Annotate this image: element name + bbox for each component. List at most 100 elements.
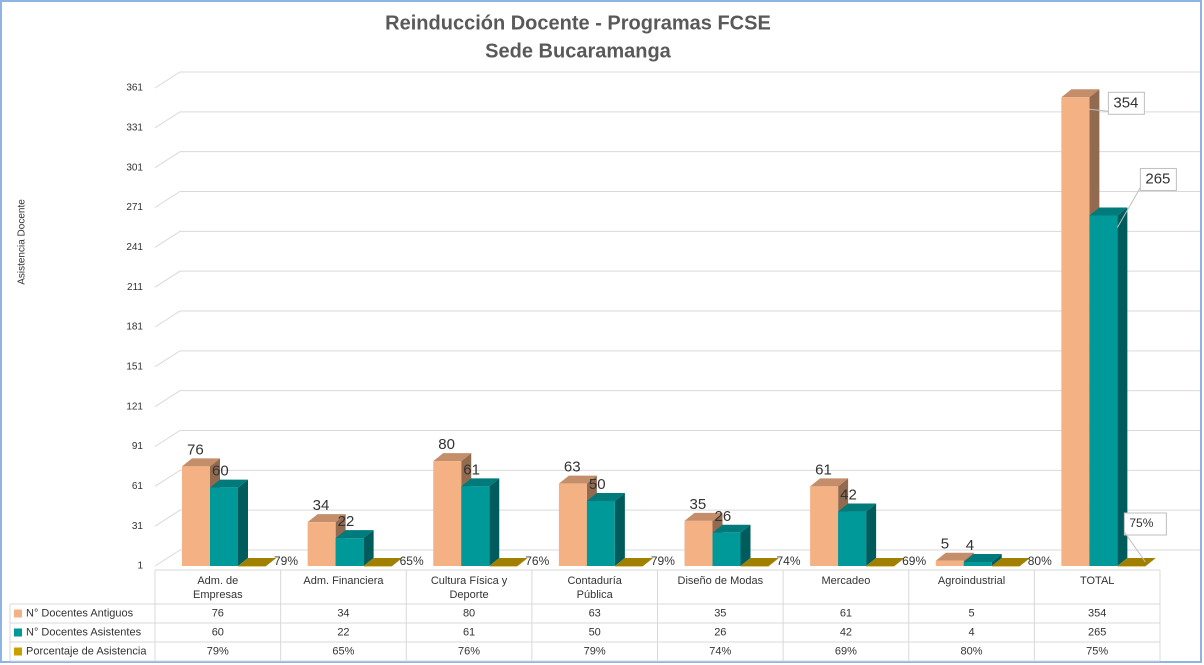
chart-subtitle: Sede Bucaramanga [485, 40, 672, 62]
data-label: 35 [690, 496, 707, 513]
bar-top [838, 503, 877, 512]
y-tick-label: 1 [137, 561, 143, 572]
bar [810, 486, 839, 566]
table-cell: 69% [835, 645, 857, 657]
bar-side [363, 530, 374, 566]
data-label: 65% [400, 554, 424, 568]
table-cell: 265 [1088, 626, 1106, 638]
y-tick-label: 301 [126, 162, 143, 173]
y-tick-label: 181 [126, 322, 143, 333]
data-label: 60 [212, 463, 229, 480]
bar-top [1117, 558, 1156, 566]
chart-title: Reinducción Docente - Programas FCSE [385, 12, 771, 34]
bar [558, 483, 587, 566]
legend-label: N° Docentes Antiguos [26, 607, 134, 619]
legend-label: Porcentaje de Asistencia [26, 645, 147, 657]
bar [1089, 215, 1118, 566]
table-cell: 79% [207, 645, 229, 657]
callout-box [1107, 91, 1145, 115]
grid-line [154, 111, 1200, 129]
bar-side [517, 558, 528, 567]
y-tick-label: 331 [126, 122, 143, 133]
table-cell: 34 [337, 607, 349, 619]
bar [684, 520, 713, 566]
grid-line [154, 390, 1200, 408]
table-cell: 354 [1088, 607, 1106, 619]
bar-side [614, 492, 625, 566]
bar [712, 532, 741, 566]
bar-side [642, 558, 653, 567]
x-tick-label: Contaduría Pública [567, 575, 622, 601]
y-tick-label: 121 [126, 401, 143, 412]
table-cell: 65% [332, 645, 354, 657]
bar [461, 486, 490, 566]
table-cell: 26 [714, 626, 726, 638]
data-label: 69% [902, 554, 926, 568]
bar [210, 487, 238, 566]
bar [866, 566, 895, 567]
x-tick-label: Adm. de Empresas [193, 575, 243, 601]
bar [838, 511, 867, 566]
bar [307, 522, 336, 566]
table-cell: 61 [840, 607, 852, 619]
data-label: 22 [338, 513, 355, 530]
bar-side [238, 479, 248, 566]
table-cell: 75% [1086, 645, 1108, 657]
grid-line [154, 151, 1200, 169]
y-tick-label: 211 [127, 282, 143, 293]
x-tick-label: Mercadeo [821, 575, 870, 587]
x-tick-label: Agroindustrial [938, 575, 1005, 587]
bar-side [866, 503, 877, 566]
bar-side [1117, 207, 1128, 566]
data-label: 34 [313, 497, 330, 514]
bar-top [991, 558, 1030, 566]
grid-line [154, 350, 1200, 368]
data-label: 63 [564, 459, 581, 476]
data-label: 61 [815, 461, 832, 478]
bar-side [894, 558, 905, 567]
data-label: 265 [1145, 170, 1170, 187]
bar [238, 566, 266, 567]
grid-line [154, 310, 1200, 328]
bar-top [740, 558, 779, 566]
table-cell: 50 [589, 626, 601, 638]
bar-top [586, 492, 625, 501]
y-tick-label: 31 [132, 521, 144, 532]
bar-top [712, 524, 751, 533]
bar-side [768, 558, 779, 567]
bar-top [307, 514, 346, 523]
bar [586, 500, 615, 566]
bar [363, 566, 392, 567]
bar-side [1019, 558, 1030, 567]
callout-leader [1123, 531, 1146, 563]
x-tick-label: Diseño de Modas [678, 575, 764, 587]
bar-side [391, 558, 402, 567]
callout-box [1139, 167, 1177, 191]
grid-line [154, 230, 1200, 248]
bar [1061, 97, 1090, 567]
data-label: 50 [589, 476, 606, 493]
bar [740, 566, 769, 567]
bar-top [238, 558, 276, 566]
callout-leader [1116, 187, 1141, 228]
data-label: 80 [438, 436, 455, 453]
legend-key [14, 628, 22, 637]
table-cell: 61 [463, 626, 475, 638]
table-cell: 76% [458, 645, 480, 657]
bar [1117, 566, 1146, 567]
table-cell: 4 [969, 626, 975, 638]
data-label: 76 [187, 441, 204, 458]
y-tick-label: 151 [126, 361, 143, 372]
table-cell: 80 [463, 607, 475, 619]
x-tick-label: Cultura Física y Deporte [431, 575, 508, 601]
y-tick-label: 361 [126, 83, 143, 94]
y-tick-label: 271 [126, 202, 143, 213]
bar-top [558, 475, 597, 484]
table-cell: 80% [961, 645, 983, 657]
bar-top [489, 558, 528, 566]
data-label: 79% [274, 554, 298, 568]
bar-top [1089, 207, 1128, 216]
table-cell: 42 [840, 626, 852, 638]
table-cell: 5 [969, 607, 975, 619]
